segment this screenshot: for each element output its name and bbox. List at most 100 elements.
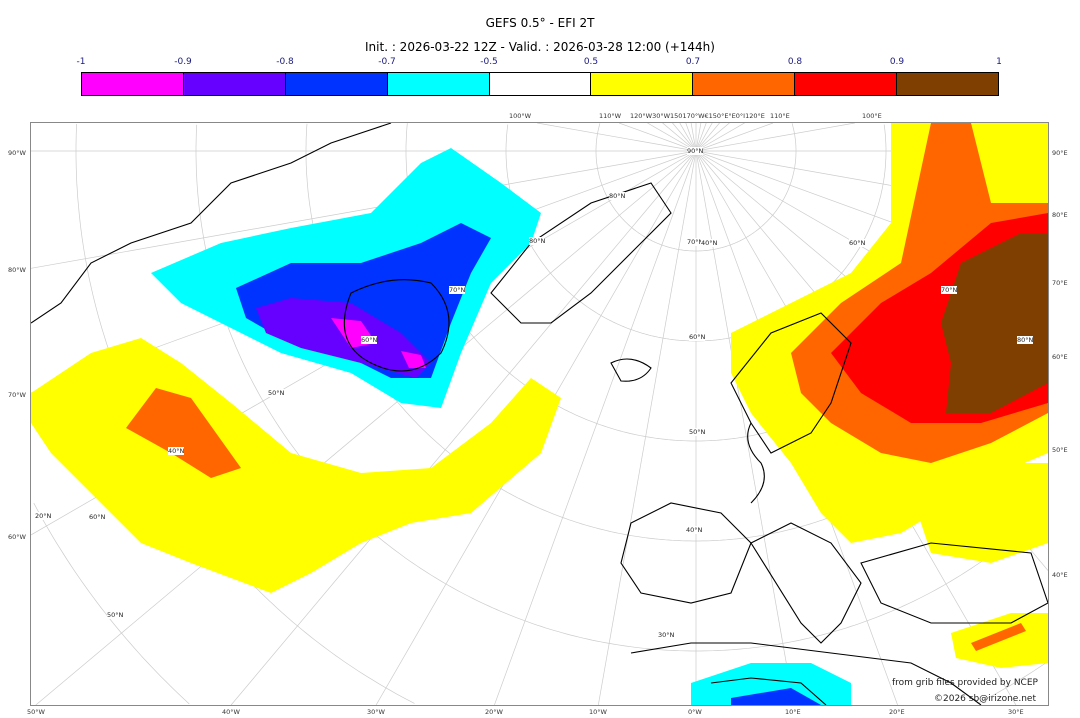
chart-subtitle: Init. : 2026-03-22 12Z - Valid. : 2026-0…	[365, 40, 715, 54]
colorbar-tick: -0.5	[480, 57, 498, 67]
colorbar-segment	[795, 73, 898, 95]
meridian-line	[537, 123, 697, 152]
colorbar-segment	[489, 73, 592, 95]
coordinate-label: 10°E	[785, 708, 801, 716]
coordinate-label: 30°N	[658, 631, 675, 639]
coordinate-label: 80°N	[529, 237, 546, 245]
colorbar-tick: 0.7	[685, 57, 701, 67]
coordinate-label: 80°N	[1017, 336, 1034, 344]
meridian-line	[662, 123, 697, 152]
map-panel: 90°N 80°N 70°N 60°N 50°N 40°N 30°N 20°N 80°N 70°N…	[30, 122, 1049, 706]
blue-region-africa	[731, 688, 821, 705]
coordinate-label: 80°N	[609, 192, 626, 200]
colorbar-tick: 1	[996, 57, 1002, 67]
coordinate-label: 40°N	[686, 526, 703, 534]
coordinate-label: 40°N	[701, 239, 718, 247]
violet-region-canada	[256, 298, 431, 378]
coordinate-label: 90°E	[1052, 149, 1068, 157]
coordinate-label: 20°N	[35, 512, 52, 520]
coordinate-label: 50°N	[268, 389, 285, 397]
colorbar-segment	[285, 73, 388, 95]
coastlines	[31, 123, 1048, 705]
meridian-line	[695, 123, 720, 152]
map-canvas	[31, 123, 1048, 705]
meridian-line	[695, 123, 774, 152]
coordinate-label: 20°W	[485, 708, 503, 716]
colorbar-tick: 0.8	[787, 57, 803, 67]
coordinate-label: 60°N	[361, 336, 378, 344]
coordinate-label: 60°N	[89, 513, 106, 521]
parallel-circle	[33, 502, 190, 705]
meridian-line	[695, 123, 730, 152]
coordinate-label: 50°E	[1052, 446, 1068, 454]
coordinate-label: 60°N	[849, 239, 866, 247]
colorbar-tick: -1	[76, 57, 86, 67]
meridian-line	[647, 123, 697, 152]
meridian-line	[690, 123, 697, 152]
meridian-line	[618, 123, 697, 152]
coordinate-label: 100°W	[509, 112, 532, 120]
coordinate-label: 30°E	[1008, 708, 1024, 716]
meridian-line	[695, 123, 855, 152]
colorbar-tick: -0.9	[174, 57, 192, 67]
coordinate-label: 70°W	[8, 391, 26, 399]
coordinate-label: 110°E	[770, 112, 790, 120]
colorbar-tick: -0.8	[276, 57, 294, 67]
meridian-line	[35, 150, 697, 705]
coordinate-label: 80°E	[1052, 211, 1068, 219]
colorbar-segment	[897, 73, 999, 95]
coordinate-label: 20°E	[889, 708, 905, 716]
orange-region-caspian	[971, 623, 1026, 651]
coordinate-label: 60°E	[1052, 353, 1068, 361]
coordinate-label: 70°N	[941, 286, 958, 294]
colorbar-tick: 0.5	[583, 57, 599, 67]
coordinate-label: 110°W	[599, 112, 622, 120]
brown-region-russia	[941, 233, 1048, 413]
coordinate-label: 70°N	[449, 286, 466, 294]
source-credit: from grib files provided by NCEP	[892, 678, 1038, 688]
meridian-line	[672, 123, 697, 152]
meridian-line	[31, 150, 697, 269]
meridian-line	[679, 123, 697, 152]
meridian-line	[230, 150, 697, 705]
coordinate-label: 120°W30°W150170°W€150°E°E0°I120°E	[630, 112, 765, 120]
chart-title: GEFS 0.5° - EFI 2T	[485, 16, 595, 30]
coordinate-label: 90°W	[8, 149, 26, 157]
parallel-circle	[595, 123, 797, 252]
colorbar-tick: 0.9	[889, 57, 905, 67]
meridian-line	[695, 123, 745, 152]
coordinate-label: 50°N	[107, 611, 124, 619]
coordinate-label: 60°N	[689, 333, 706, 341]
meridian-line	[695, 123, 707, 152]
colorbar-segment	[693, 73, 796, 95]
coordinate-label: 10°W	[589, 708, 607, 716]
coordinate-label: 60°W	[8, 533, 26, 541]
coordinate-label: 40°E	[1052, 571, 1068, 579]
coordinate-label: 50°W	[27, 708, 45, 716]
colorbar-segment	[591, 73, 694, 95]
colorbar-segment	[183, 73, 286, 95]
meridian-line	[685, 123, 697, 152]
meridian-line	[695, 123, 713, 152]
colorbar-segment	[387, 73, 490, 95]
coordinate-label: 80°W	[8, 266, 26, 274]
colorbar-segment	[82, 73, 184, 95]
orange-region-atlantic	[126, 388, 241, 478]
coordinate-label: 50°N	[689, 428, 706, 436]
colorbar-tick: -0.7	[378, 57, 396, 67]
colorbar	[81, 72, 999, 96]
copyright-credit: ©2026 sb@irizone.net	[934, 694, 1036, 704]
coordinate-label: 0°W	[688, 708, 702, 716]
yellow-region-atlantic	[31, 338, 561, 593]
coordinate-label: 70°N	[687, 238, 704, 246]
coordinate-label: 70°E	[1052, 279, 1068, 287]
coordinate-label: 40°N	[168, 447, 185, 455]
coordinate-label: 40°W	[222, 708, 240, 716]
coordinate-label: 30°W	[367, 708, 385, 716]
meridian-line	[494, 150, 697, 705]
yellow-region-turkey	[911, 463, 1048, 563]
coordinate-label: 90°N	[687, 147, 704, 155]
meridian-line	[597, 150, 697, 705]
magenta-region-canada	[331, 318, 426, 368]
cyan-region-africa	[691, 663, 851, 705]
